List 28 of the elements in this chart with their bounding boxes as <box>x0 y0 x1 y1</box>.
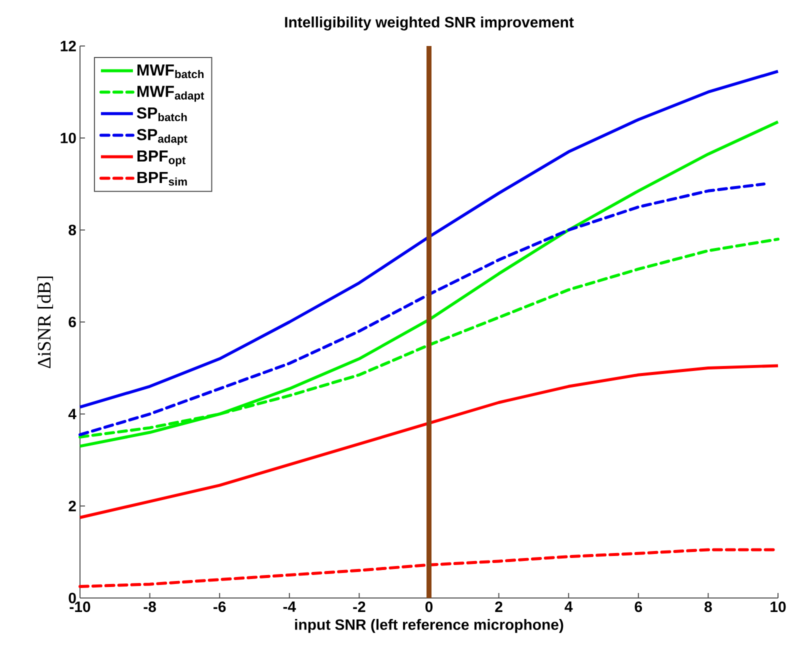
x-tick-label: -4 <box>283 602 296 612</box>
x-tick-label: -8 <box>144 602 156 612</box>
line-series <box>78 120 780 448</box>
x-tick-label: 2 <box>495 602 502 612</box>
legend-label: BPF$_{opt}$ <box>137 150 186 166</box>
y-tick-label: 0 <box>68 592 76 604</box>
y-tick-label: 6 <box>68 316 76 328</box>
y-tick-label: 2 <box>68 500 76 512</box>
x-tick-label: 8 <box>704 602 712 612</box>
y-tick-label: 12 <box>60 40 76 52</box>
legend-label: BPF$_{sim}$ <box>137 172 187 186</box>
legend-label: SP$_{adapt}$ <box>136 128 188 145</box>
x-tick-label: 10 <box>770 602 786 612</box>
x-tick-label: 4 <box>564 602 573 612</box>
y-axis-title: ΔiSNR [dB] <box>37 276 54 368</box>
chart-title: Intelligibility weighted SNR improvement <box>285 16 574 30</box>
y-tick-label: 8 <box>68 224 76 236</box>
x-axis-title: input SNR (left reference microphone) <box>295 618 564 633</box>
x-tick-label: -10 <box>70 602 90 612</box>
x-tick-label: -2 <box>353 602 366 612</box>
legend-label: MWF$_{batch}$ <box>137 64 204 78</box>
y-tick-label: 4 <box>68 408 76 420</box>
y-tick-label: 10 <box>60 132 76 144</box>
legend-label: SP$_{batch}$ <box>136 107 187 122</box>
x-tick-label: 0 <box>425 602 433 612</box>
x-tick-label: 6 <box>634 602 642 612</box>
x-tick-label: -6 <box>214 602 226 612</box>
legend-label: MWF$_{adapt}$ <box>137 86 204 102</box>
